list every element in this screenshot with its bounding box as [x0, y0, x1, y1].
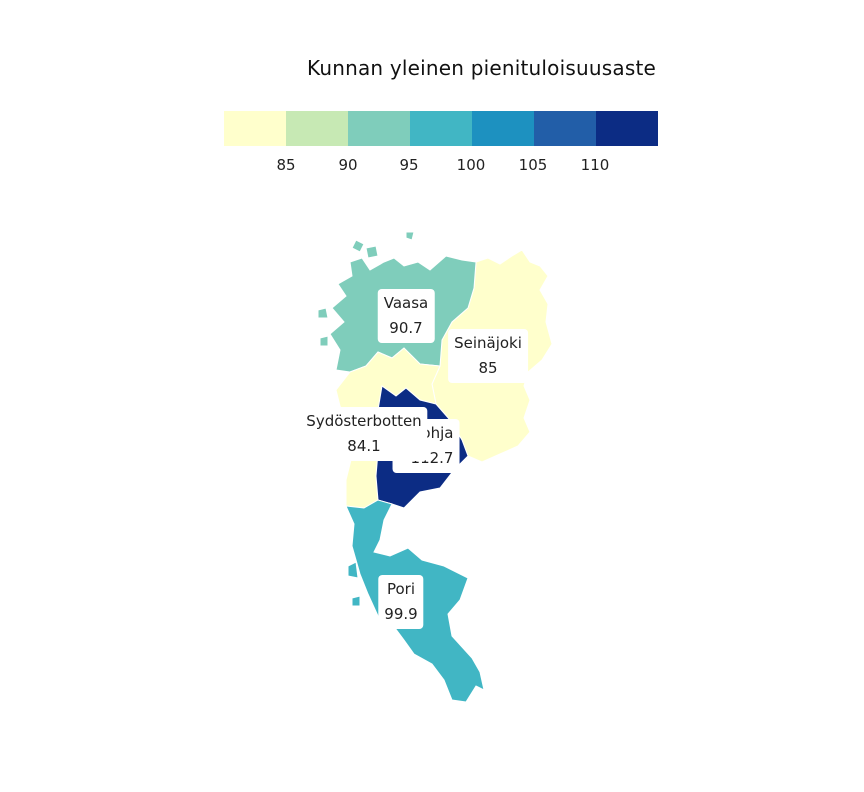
label-sydosterbotten: Sydösterbotten 84.1 — [300, 407, 428, 461]
island-vaasa-5 — [319, 335, 329, 347]
label-vaasa: Vaasa 90.7 — [377, 289, 435, 343]
legend-bin-6 — [534, 111, 596, 146]
island-vaasa-1 — [351, 239, 365, 253]
island-pori-1 — [347, 561, 359, 579]
legend-bin-2 — [286, 111, 348, 146]
legend-tick-100: 100 — [456, 156, 486, 174]
legend-color-bar — [224, 111, 658, 146]
legend-bin-1 — [224, 111, 286, 146]
label-vaasa-value: 90.7 — [389, 319, 423, 337]
island-pori-2 — [351, 595, 361, 607]
island-vaasa-4 — [317, 307, 329, 319]
legend-tick-85: 85 — [276, 156, 296, 174]
legend-tick-90: 90 — [338, 156, 358, 174]
legend-bin-7 — [596, 111, 658, 146]
legend-tick-110: 110 — [580, 156, 610, 174]
label-seinajoki-value: 85 — [478, 359, 498, 377]
label-seinajoki: Seinäjoki 85 — [448, 329, 528, 383]
legend-bin-5 — [472, 111, 534, 146]
legend-bin-3 — [348, 111, 410, 146]
label-pori: Pori 99.9 — [378, 575, 424, 629]
legend-title: Kunnan yleinen pienituloisuusaste — [307, 56, 656, 80]
label-pori-value: 99.9 — [384, 605, 418, 623]
label-sydosterbotten-value: 84.1 — [347, 437, 381, 455]
label-seinajoki-name: Seinäjoki — [454, 334, 522, 352]
label-pori-name: Pori — [386, 580, 416, 598]
label-kauhajoki-name: ohja — [421, 424, 454, 442]
label-vaasa-name: Vaasa — [383, 294, 429, 312]
island-vaasa-3 — [405, 231, 415, 241]
legend-bin-4 — [410, 111, 472, 146]
label-sydosterbotten-name: Sydösterbotten — [306, 412, 422, 430]
island-vaasa-2 — [365, 245, 379, 259]
legend-tick-105: 105 — [518, 156, 548, 174]
legend-tick-95: 95 — [399, 156, 419, 174]
